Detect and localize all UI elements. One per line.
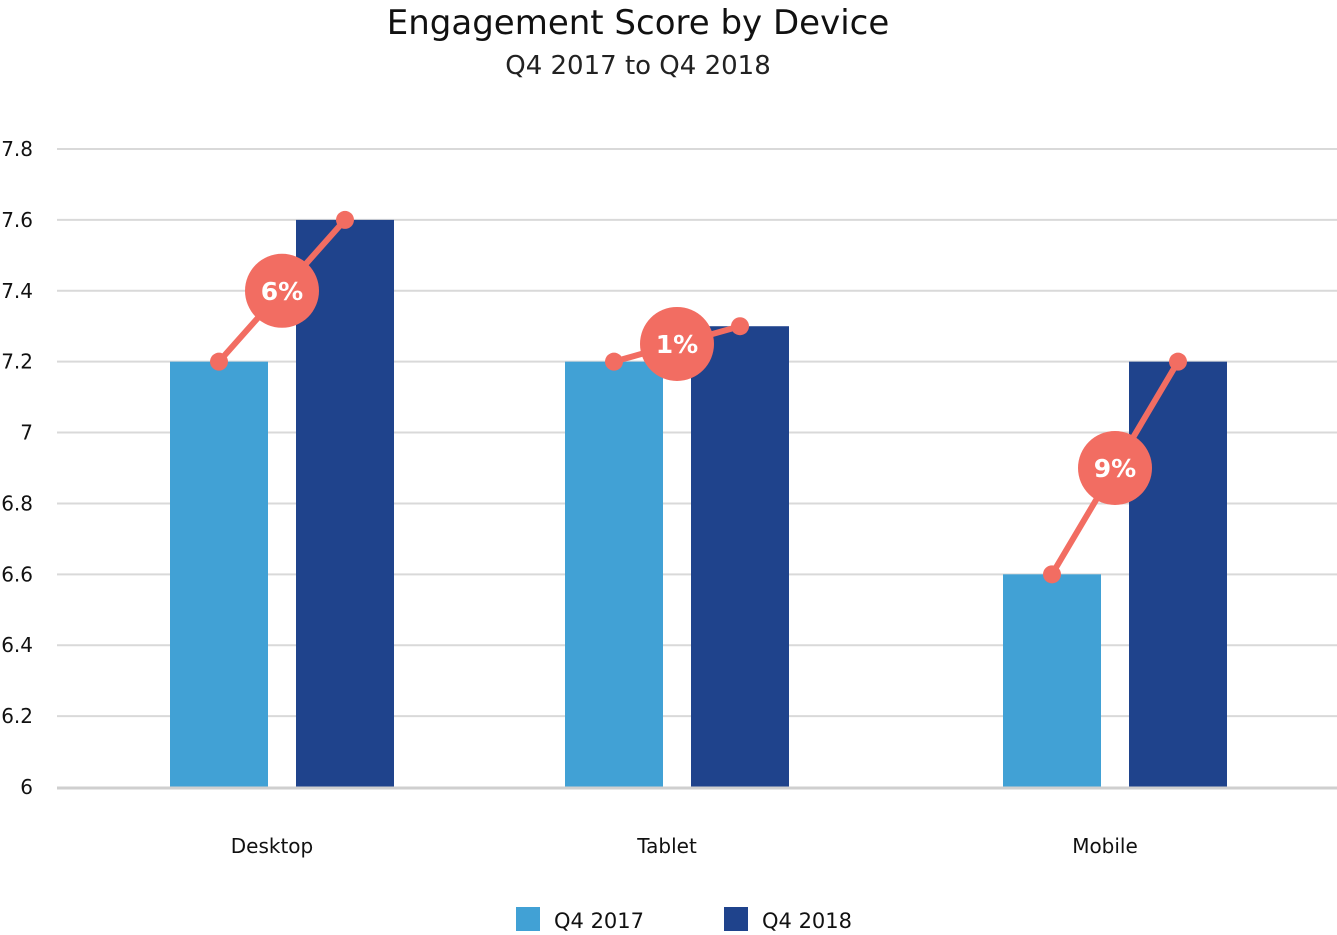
legend-label: Q4 2017 [554,909,644,933]
change-point [210,352,228,371]
chart-subtitle: Q4 2017 to Q4 2018 [505,51,771,81]
bar [170,361,268,787]
change-badge [640,306,714,381]
bars [170,219,1227,787]
chart-title: Engagement Score by Device [387,3,890,43]
y-tick-label: 7.2 [1,350,33,374]
y-tick-label: 7.8 [1,137,33,161]
x-category-label: Tablet [636,834,697,858]
legend-swatch [724,907,748,931]
bar [1129,361,1227,787]
change-indicators: 6% 1% 9% [210,210,1187,584]
x-category-label: Desktop [231,834,313,858]
y-tick-label: 6.8 [1,491,33,515]
y-tick-label: 6.4 [1,633,33,657]
x-axis-categories: Desktop Tablet Mobile [231,834,1138,858]
y-tick-label: 6.6 [1,562,33,586]
bar [565,361,663,787]
change-badge [245,253,319,328]
legend-swatch [516,907,540,931]
change-badge-label: 6% [261,277,303,306]
change-point [605,352,623,371]
change-badge-label: 9% [1094,454,1136,483]
y-tick-label: 7.6 [1,208,33,232]
change-badge [1078,431,1152,505]
change-point [731,317,749,336]
legend-label: Q4 2018 [762,909,852,933]
legend: Q4 2017 Q4 2018 [516,907,852,933]
change-point [336,210,354,229]
bar [1003,574,1101,787]
change-point [1043,565,1061,584]
y-tick-label: 7.4 [1,279,33,303]
y-tick-label: 6.2 [1,704,33,728]
y-tick-label: 7 [20,421,33,445]
bar [296,219,394,787]
change-point [1169,352,1187,371]
change-badge-label: 1% [656,330,698,359]
bar [691,326,789,787]
y-axis-ticks: 6 6.2 6.4 6.6 6.8 7 7.2 7.4 7.6 7.8 [1,137,33,799]
y-tick-label: 6 [20,775,33,799]
x-category-label: Mobile [1072,834,1138,858]
